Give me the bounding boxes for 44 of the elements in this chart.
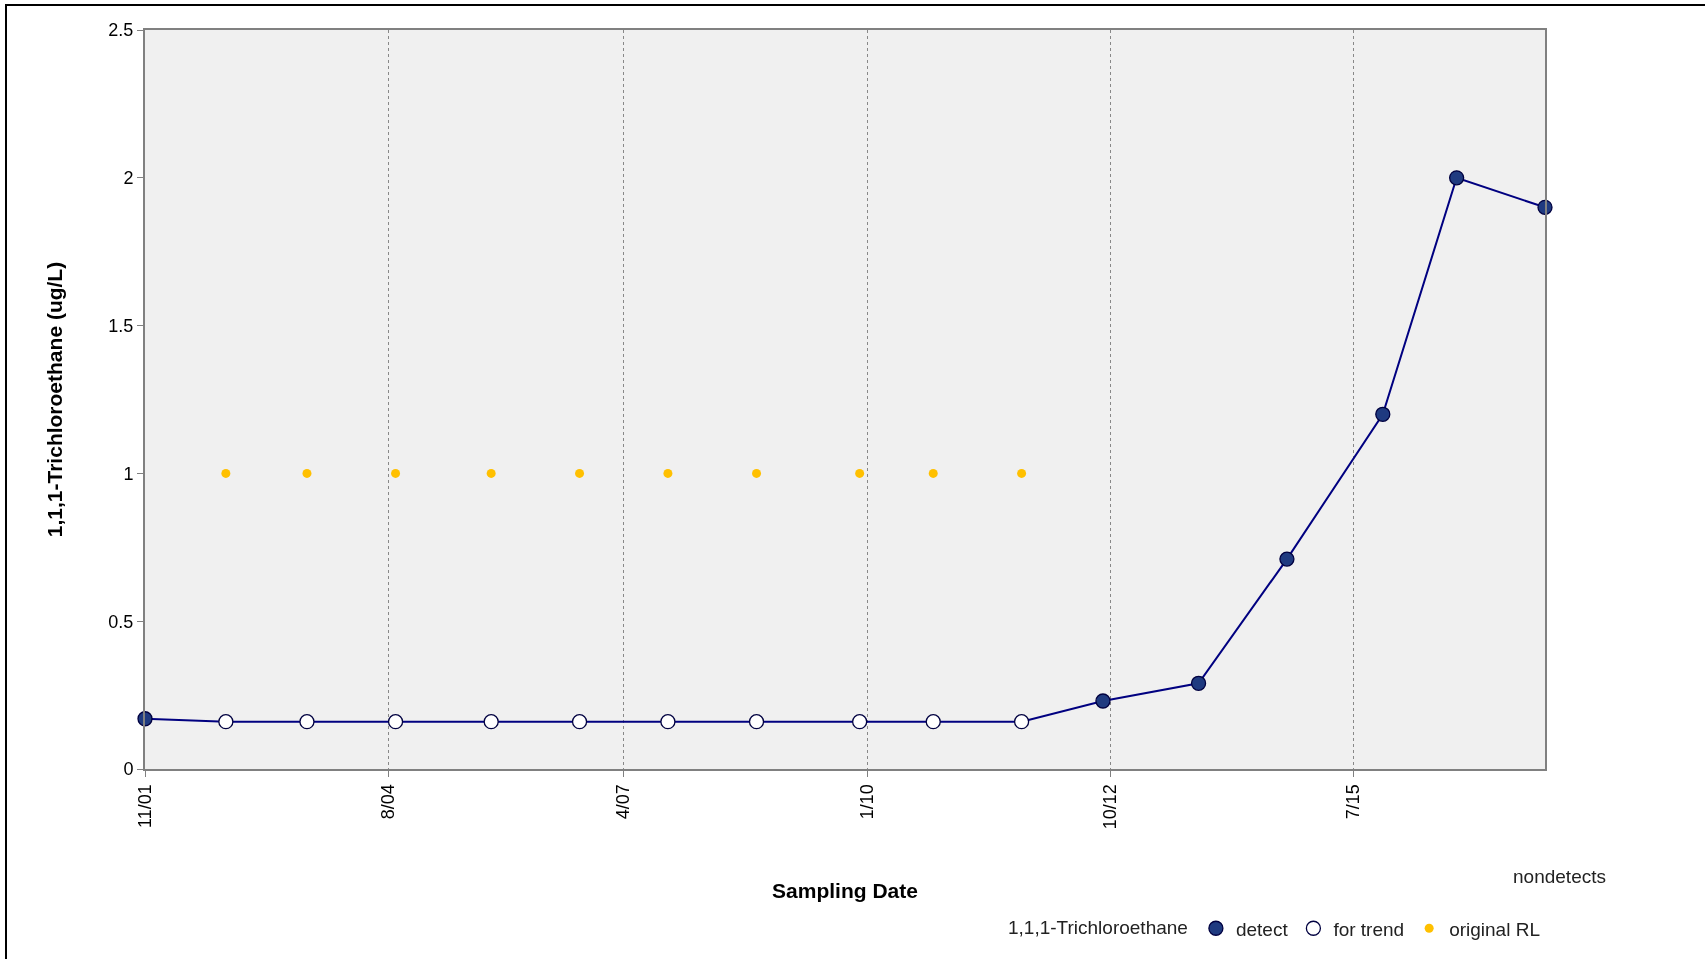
point: [1375, 406, 1391, 422]
y-axis-title: 1,1,1-Trichloroethane (ug/L): [43, 261, 67, 538]
point: [387, 714, 404, 730]
point: [1095, 693, 1111, 709]
y-tick-label: 1.5: [108, 315, 134, 336]
point: [660, 714, 676, 730]
text: nondetects: [1513, 866, 1606, 888]
x-tick-label: 11/01: [134, 784, 155, 828]
point: [571, 714, 588, 730]
y-tick-label: 2.5: [108, 20, 134, 41]
y-tick-label: 0: [123, 759, 134, 780]
point: [748, 714, 765, 730]
x-tick-label: 7/15: [1342, 784, 1363, 820]
point: [663, 468, 673, 478]
point: [575, 468, 585, 478]
x-tick-label: 8/04: [377, 784, 398, 820]
point: [1017, 468, 1027, 478]
point: [486, 468, 496, 478]
point: [1013, 714, 1030, 730]
point: [1449, 170, 1465, 186]
point: [752, 468, 762, 478]
point: [302, 468, 312, 478]
y-tick-label: 1: [123, 463, 134, 484]
legend-title: 1,1,1-Trichloroethane: [1008, 917, 1188, 939]
y-tick-label: 2: [123, 168, 134, 189]
x-tick-label: 10/12: [1100, 784, 1121, 830]
point: [855, 468, 865, 478]
point: [928, 468, 938, 478]
legend-label: detect: [1235, 918, 1289, 940]
y-tick-label: 0.5: [108, 611, 134, 632]
legend-label: original RL: [1449, 918, 1540, 940]
x-tick-label: 4/07: [613, 784, 634, 820]
point: [483, 714, 499, 730]
point: [852, 714, 868, 730]
x-tick-label: 1/10: [857, 784, 877, 820]
x-axis-title: Sampling Date: [772, 878, 918, 902]
point: [391, 468, 401, 478]
legend-label: for trend: [1333, 918, 1405, 940]
point: [221, 468, 231, 478]
point: [925, 714, 941, 730]
point: [218, 714, 234, 730]
point: [1190, 675, 1207, 691]
point: [299, 714, 315, 730]
point: [1279, 551, 1295, 567]
